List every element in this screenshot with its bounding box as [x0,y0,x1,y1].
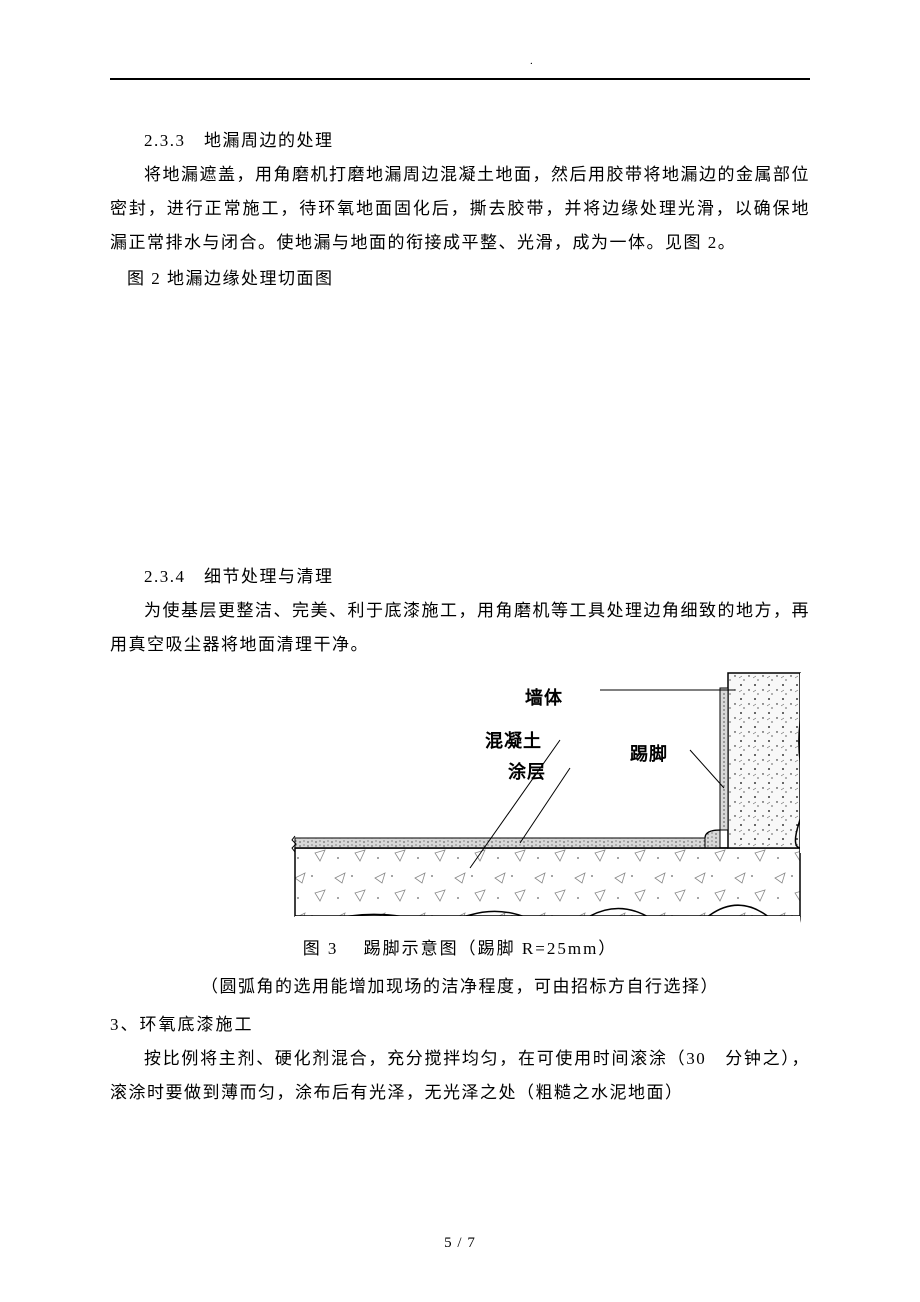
content-area: 2.3.3 地漏周边的处理 将地漏遮盖，用角磨机打磨地漏周边混凝土地面，然后用胶… [110,70,810,1110]
fig3-diagram: 墙体 混凝土 踢脚 涂层 [290,668,810,928]
header-mark: . [530,55,533,67]
wall-body [728,673,800,848]
fig2-placeholder [110,296,810,556]
para-233: 将地漏遮盖，用角磨机打磨地漏周边混凝土地面，然后用胶带将地漏边的金属部位密封，进… [110,158,810,260]
heading-3: 3、环氧底漆施工 [110,1008,810,1042]
label-wall: 墙体 [525,680,563,716]
heading-233: 2.3.3 地漏周边的处理 [110,124,810,158]
skirting-vertical [720,688,728,830]
page-footer: 5 / 7 [0,1235,920,1252]
fig3-note: （圆弧角的选用能增加现场的洁净程度，可由招标方自行选择） [110,970,810,1004]
label-coating: 涂层 [508,754,546,790]
fig2-caption: 图 2 地漏边缘处理切面图 [110,262,810,296]
fig3-caption: 图 3 踢脚示意图（踢脚 R=25mm） [110,932,810,966]
para-234: 为使基层更整洁、完美、利于底漆施工，用角磨机等工具处理边角细致的地方，再用真空吸… [110,594,810,662]
header-rule [110,78,810,80]
para-3: 按比例将主剂、硬化剂混合，充分搅拌均匀，在可使用时间滚涂（30 分钟之），滚涂时… [110,1042,810,1110]
page: . 2.3.3 地漏周边的处理 将地漏遮盖，用角磨机打磨地漏周边混凝土地面，然后… [0,0,920,1302]
skirting-leader [690,750,724,788]
heading-234: 2.3.4 细节处理与清理 [110,560,810,594]
label-skirting: 踢脚 [630,736,668,772]
coating-layer [295,838,705,848]
concrete-slab [295,848,800,916]
